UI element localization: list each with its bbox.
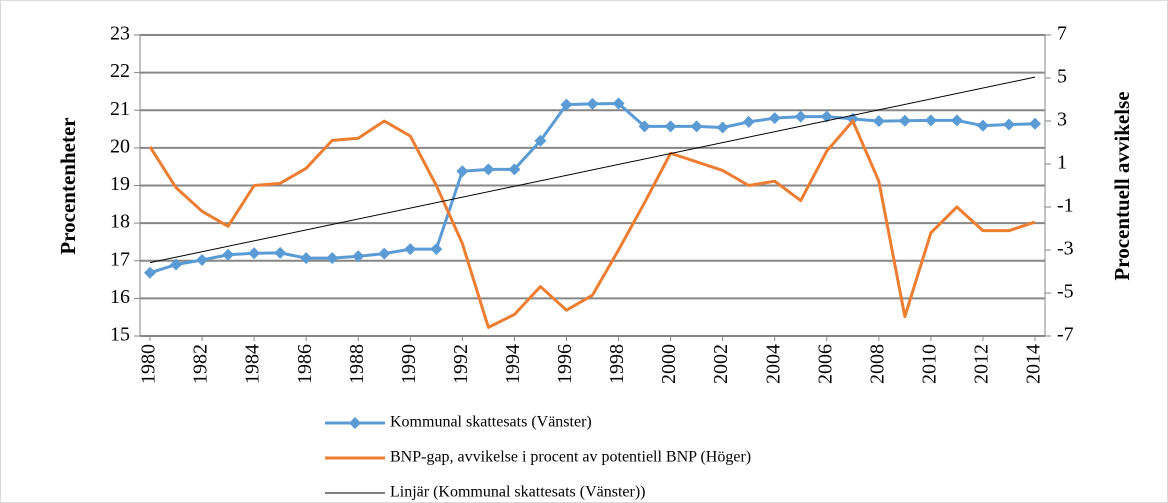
x-tick-label: 2008 (866, 344, 888, 384)
data-point (378, 247, 391, 260)
y2-tick-label: -7 (1057, 324, 1074, 346)
x-tick-label: 1994 (502, 344, 524, 384)
y2-tick-label: 3 (1057, 109, 1067, 131)
data-point (976, 119, 989, 132)
data-point (222, 248, 235, 261)
x-tick-label: 2014 (1023, 344, 1045, 384)
y-tick-label: 17 (110, 248, 130, 270)
y2-axis-title: Procentuell avvikelse (1110, 91, 1134, 280)
y2-tick-label: 7 (1057, 23, 1067, 45)
data-point (404, 243, 417, 256)
data-point (508, 163, 521, 176)
legend-marker (349, 417, 361, 429)
x-tick-label: 2010 (918, 344, 940, 384)
y-tick-label: 20 (110, 135, 130, 157)
data-point (950, 114, 963, 127)
x-tick-label: 1982 (190, 344, 212, 384)
x-tick-label: 1980 (138, 344, 160, 384)
data-point (456, 165, 469, 178)
series-line (148, 119, 1036, 329)
y-tick-label: 16 (110, 286, 130, 308)
x-tick-label: 2012 (971, 344, 993, 384)
y-tick-label: 18 (110, 211, 130, 233)
y2-tick-label: -1 (1057, 195, 1074, 217)
y2-tick-label: 5 (1057, 66, 1067, 88)
data-point (274, 246, 287, 259)
data-point (326, 252, 339, 265)
x-tick-label: 1984 (242, 344, 264, 384)
data-point (196, 253, 209, 266)
data-point (300, 252, 313, 265)
data-point (742, 115, 755, 128)
data-point (898, 114, 911, 127)
x-tick-label: 2004 (762, 344, 784, 384)
data-point (248, 247, 261, 260)
data-point (638, 120, 651, 133)
y2-tick-label: -5 (1057, 281, 1074, 303)
data-point (794, 110, 807, 123)
data-point (716, 121, 729, 134)
y2-tick-label: -3 (1057, 238, 1074, 260)
x-tick-label: 1986 (294, 344, 316, 384)
data-point (144, 266, 156, 279)
data-point (924, 114, 937, 127)
x-tick-label: 1990 (398, 344, 420, 384)
y-tick-label: 22 (110, 60, 130, 82)
data-point (612, 97, 625, 110)
legend-label: Linjär (Kommunal skattesats (Vänster)) (390, 484, 645, 501)
data-point (664, 120, 677, 133)
x-tick-label: 2002 (710, 344, 732, 384)
data-point (1029, 117, 1041, 130)
data-point (872, 115, 885, 128)
x-tick-label: 1996 (554, 344, 576, 384)
y-tick-label: 21 (110, 98, 130, 120)
data-point (534, 134, 547, 147)
x-tick-label: 1992 (450, 344, 472, 384)
data-point (560, 98, 573, 111)
series-line (149, 76, 1036, 264)
data-point (170, 258, 183, 271)
x-tick-label: 2006 (814, 344, 836, 384)
data-point (430, 243, 443, 256)
data-point (1002, 118, 1015, 131)
data-point (352, 250, 365, 263)
y-tick-label: 23 (110, 23, 130, 45)
legend-label: Kommunal skattesats (Vänster) (390, 414, 592, 431)
x-tick-label: 1988 (346, 344, 368, 384)
data-point (586, 97, 599, 110)
data-point (768, 112, 781, 125)
y-axis-title: Procentenheter (56, 117, 80, 254)
x-tick-label: 1998 (606, 344, 628, 384)
data-point (482, 163, 495, 176)
x-tick-label: 2000 (658, 344, 680, 384)
y-tick-label: 15 (110, 324, 130, 346)
y2-tick-label: 1 (1057, 152, 1067, 174)
y-tick-label: 19 (110, 173, 130, 195)
legend-label: BNP-gap, avvikelse i procent av potentie… (390, 449, 751, 466)
data-point (690, 120, 703, 133)
